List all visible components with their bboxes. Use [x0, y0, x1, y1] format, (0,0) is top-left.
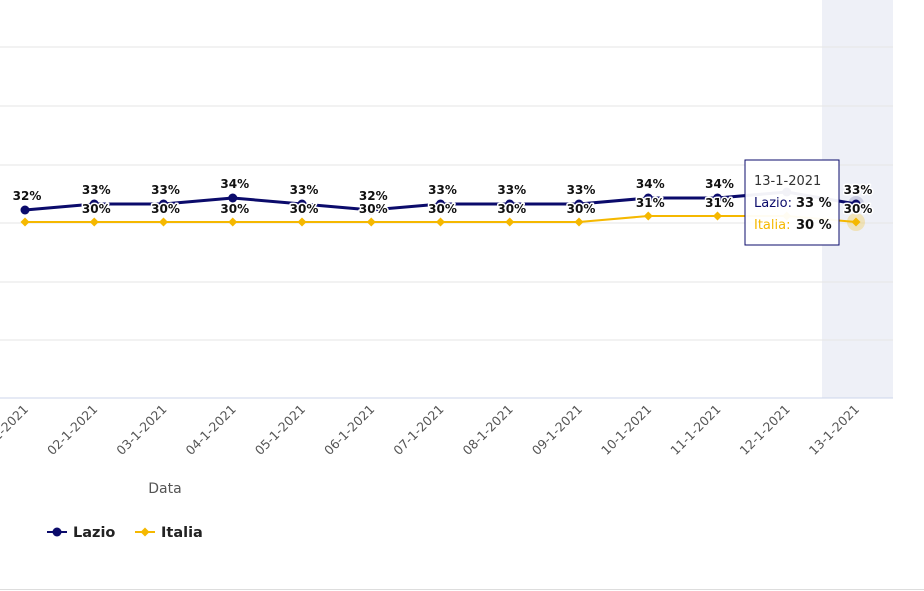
data-label-lazio: 32%: [13, 189, 42, 203]
hover-halo-italia: [847, 213, 865, 231]
data-point-lazio: [159, 199, 168, 209]
x-tick-label: 06-1-2021: [321, 402, 377, 458]
data-point-lazio: [505, 199, 515, 209]
x-tick-label: 08-1-2021: [460, 402, 516, 458]
x-tick-label: 05-1-2021: [252, 402, 308, 458]
data-point-lazio: [297, 199, 307, 209]
data-point-lazio: [436, 199, 445, 209]
data-point-italia: [228, 217, 238, 227]
data-point-italia: [643, 211, 653, 221]
data-point-lazio: [366, 205, 376, 215]
data-label-lazio: 34%: [636, 177, 665, 191]
data-label-italia: 30%: [151, 202, 180, 216]
data-point-italia: [159, 217, 168, 227]
data-point-italia: [89, 217, 99, 227]
data-point-italia: [20, 217, 30, 227]
data-label-italia: 31%: [636, 196, 665, 210]
x-tick-label: 10-1-2021: [598, 402, 654, 458]
data-label-lazio: 33%: [82, 183, 111, 197]
x-tick-label: 02-1-2021: [44, 402, 100, 458]
data-label-italia: 30%: [220, 202, 249, 216]
data-point-lazio: [89, 199, 99, 209]
data-label-lazio: 33%: [497, 183, 526, 197]
x-tick-label: 07-1-2021: [390, 402, 446, 458]
data-point-lazio: [574, 199, 584, 209]
data-label-lazio: 33%: [428, 183, 457, 197]
tooltip-title: 13-1-2021: [754, 174, 821, 189]
tooltip-box: [744, 159, 840, 246]
tooltip-row-label: Italia:: [754, 218, 790, 233]
data-point-lazio: [643, 193, 653, 203]
data-label-italia: 30%: [82, 202, 111, 216]
data-point-lazio: [851, 199, 861, 209]
data-point-italia: [713, 211, 722, 221]
data-label-lazio: 33%: [151, 183, 180, 197]
data-point-italia: [297, 217, 307, 227]
tooltip-row-value: 30 %: [796, 218, 832, 233]
data-point-lazio: [228, 193, 238, 203]
data-point-italia: [436, 217, 445, 227]
data-label-italia: 30%: [359, 202, 388, 216]
data-label-lazio: 33%: [567, 183, 596, 197]
data-point-italia: [505, 217, 515, 227]
data-label-italia: 30%: [428, 202, 457, 216]
data-label-lazio: 34%: [705, 177, 734, 191]
x-tick-label: 01-1-2021: [0, 402, 31, 458]
data-point-italia: [574, 217, 584, 227]
tooltip: 13-1-2021 Lazio: 33 % Italia: 30 %: [744, 159, 840, 246]
legend-label-italia: Italia: [161, 525, 203, 541]
x-axis-title: Data: [148, 481, 181, 497]
data-point-italia: [851, 217, 861, 227]
data-point-lazio: [20, 205, 30, 215]
data-label-lazio: 32%: [359, 189, 388, 203]
data-label-lazio: 34%: [220, 177, 249, 191]
data-label-italia: 30%: [290, 202, 319, 216]
data-label-italia: 30%: [567, 202, 596, 216]
legend-marker-italia: [140, 527, 150, 537]
data-label-italia: 30%: [844, 202, 873, 216]
legend-marker-lazio: [52, 527, 62, 537]
data-label-italia: 30%: [497, 202, 526, 216]
data-point-italia: [366, 217, 376, 227]
tooltip-row-value: 33 %: [796, 196, 832, 211]
x-tick-label: 09-1-2021: [529, 402, 585, 458]
x-tick-label: 03-1-2021: [113, 402, 169, 458]
x-tick-label: 11-1-2021: [667, 402, 723, 458]
data-label-lazio: 33%: [290, 183, 319, 197]
x-tick-label: 13-1-2021: [806, 402, 862, 458]
x-tick-label: 04-1-2021: [183, 402, 239, 458]
data-point-lazio: [713, 193, 722, 203]
tooltip-row-label: Lazio:: [754, 196, 792, 211]
data-label-italia: 31%: [705, 196, 734, 210]
data-label-lazio: 33%: [844, 183, 873, 197]
hover-halo-lazio: [848, 196, 864, 212]
x-tick-label: 12-1-2021: [737, 402, 793, 458]
legend-label-lazio: Lazio: [73, 525, 115, 541]
